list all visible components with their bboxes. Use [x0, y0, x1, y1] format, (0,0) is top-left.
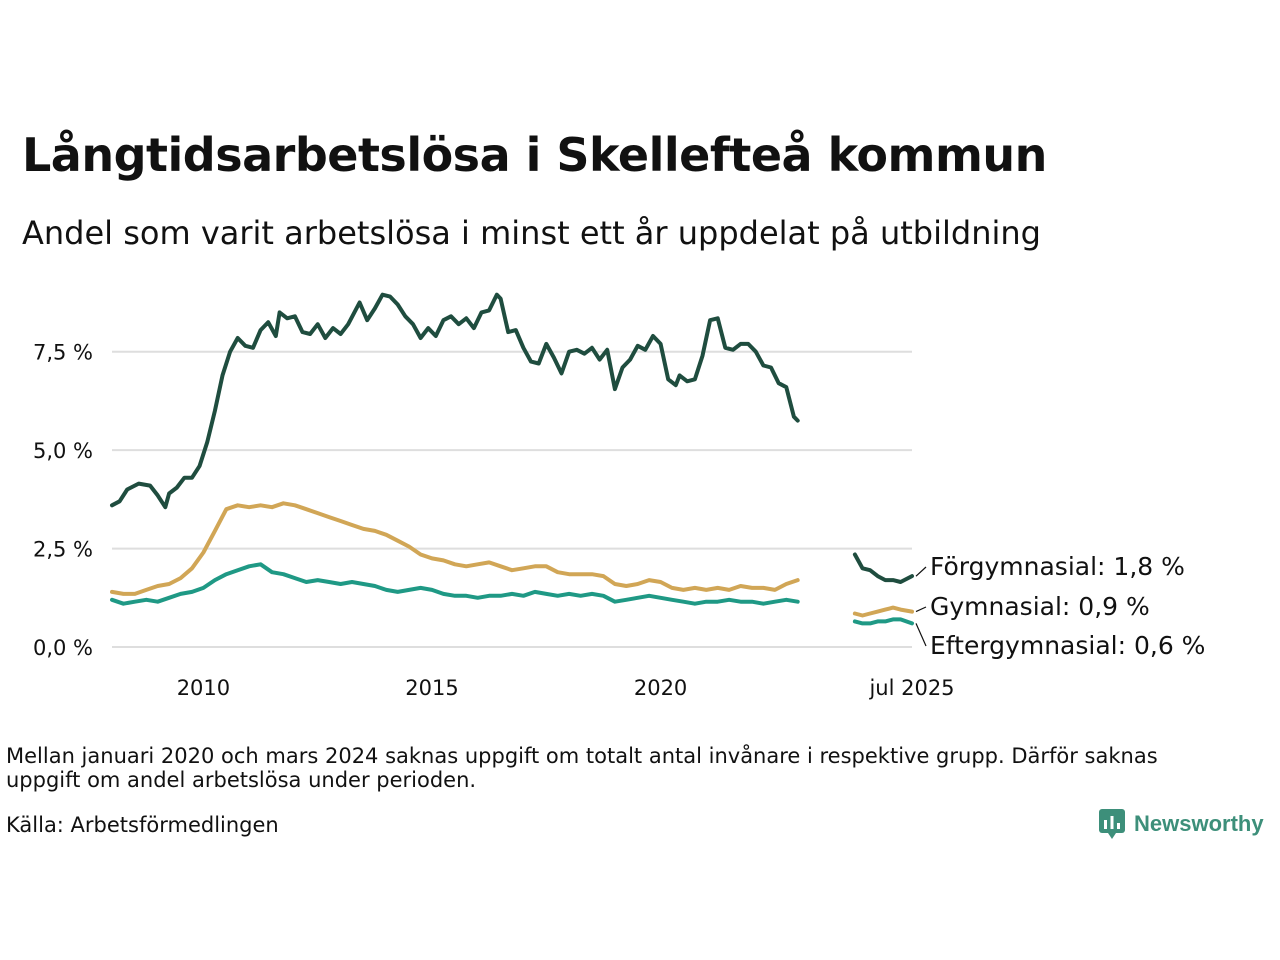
y-tick-label: 2,5 % — [33, 538, 93, 562]
footnote: Mellan januari 2020 och mars 2024 saknas… — [6, 744, 1158, 793]
forgymnasial-leader-line — [915, 566, 927, 577]
x-tick-label: jul 2025 — [868, 676, 954, 700]
bar-chart-speech-bubble-icon — [1099, 809, 1125, 839]
chart-subtitle: Andel som varit arbetslösa i minst ett å… — [22, 214, 1041, 252]
y-tick-label: 7,5 % — [33, 341, 93, 365]
eftergymnasial-end-label: Eftergymnasial: 0,6 % — [930, 631, 1205, 660]
y-axis-tick-labels: 0,0 % 2,5 % 5,0 % 7,5 % — [33, 341, 93, 660]
eftergymnasial-line-segment-1 — [852, 617, 914, 626]
forgymnasial-line-segment-0 — [110, 292, 800, 510]
gymnasial-line-segment-1 — [852, 605, 914, 618]
gymnasial-line-segment-0 — [110, 501, 800, 596]
x-tick-label: 2020 — [634, 676, 687, 700]
chart-title: Långtidsarbetslösa i Skellefteå kommun — [22, 128, 1047, 182]
y-tick-label: 0,0 % — [33, 636, 93, 660]
gridlines — [112, 350, 912, 648]
gymnasial-leader-line — [915, 606, 927, 613]
series-lines — [110, 292, 914, 626]
logo-text: Newsworthy — [1134, 811, 1264, 836]
eftergymnasial-line-segment-0 — [110, 562, 800, 606]
x-tick-label: 2010 — [177, 676, 230, 700]
series-end-labels: Förgymnasial: 1,8 % Gymnasial: 0,9 % Efter… — [915, 552, 1205, 660]
source-note: Källa: Arbetsförmedlingen — [6, 813, 279, 837]
forgymnasial-end-label: Förgymnasial: 1,8 % — [930, 552, 1185, 581]
y-tick-label: 5,0 % — [33, 439, 93, 463]
newsworthy-logo: Newsworthy — [1098, 806, 1264, 842]
x-axis-tick-labels: 2010 2015 2020 jul 2025 — [177, 676, 955, 700]
eftergymnasial-leader-line — [915, 623, 927, 647]
gymnasial-end-label: Gymnasial: 0,9 % — [930, 592, 1150, 621]
x-tick-label: 2015 — [405, 676, 458, 700]
forgymnasial-line-segment-1 — [852, 552, 914, 584]
line-chart: 0,0 % 2,5 % 5,0 % 7,5 % 2010 2015 2020 jul 202… — [33, 292, 1205, 700]
